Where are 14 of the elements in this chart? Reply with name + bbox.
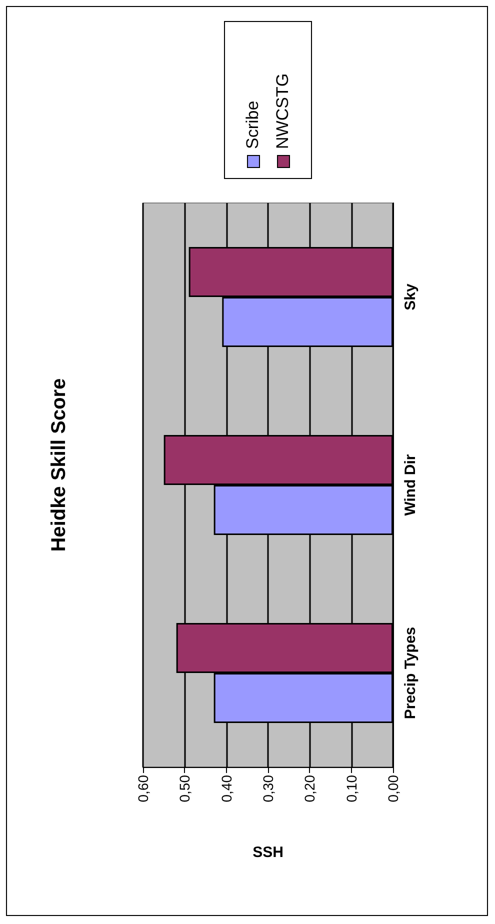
text: Heidke Skill Score xyxy=(48,378,70,552)
y-tick-label: Precip Types xyxy=(402,626,419,720)
x-tick-label: 0,60 xyxy=(135,774,151,802)
x-tick-label: 0,10 xyxy=(343,774,360,802)
x-tick-label: 0,30 xyxy=(260,774,276,802)
x-tick-label: 0,00 xyxy=(385,774,401,802)
y-tick-label: Wind Dir xyxy=(402,454,419,516)
x-axis-title: SSH xyxy=(252,844,284,861)
x-tick-label: 0,20 xyxy=(302,774,318,802)
x-tick-label: 0,40 xyxy=(218,774,234,802)
text: NWCSTG xyxy=(273,73,293,149)
y-tick-label: Sky xyxy=(402,283,419,310)
text: Scribe xyxy=(243,100,263,149)
x-tick-label: 0,50 xyxy=(176,774,193,802)
